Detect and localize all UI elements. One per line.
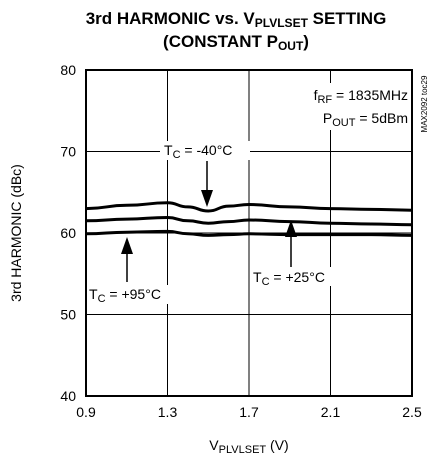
x-tick-label: 2.5 bbox=[402, 404, 422, 420]
y-tick-label: 70 bbox=[60, 144, 76, 160]
chart-title-line-2: (CONSTANT POUT) bbox=[163, 32, 309, 53]
series-label-plus-25: TC = +25°C bbox=[253, 269, 325, 288]
x-tick-label: 0.9 bbox=[76, 404, 96, 420]
arrowhead-plus-25 bbox=[285, 220, 297, 237]
x-tick-label: 2.1 bbox=[321, 404, 341, 420]
x-tick-label: 1.3 bbox=[158, 404, 178, 420]
x-tick-label: 1.7 bbox=[239, 404, 259, 420]
series-label-minus-40: TC = -40°C bbox=[164, 142, 232, 161]
series-line-plus-25 bbox=[85, 215, 413, 227]
label-25-backdrop bbox=[251, 267, 333, 286]
conditions-backdrop bbox=[302, 83, 410, 130]
label-95-backdrop bbox=[88, 285, 173, 304]
condition-frf: fRF = 1835MHz bbox=[314, 87, 408, 106]
arrowhead-plus-95 bbox=[121, 237, 133, 254]
series-label-plus-95: TC = +95°C bbox=[89, 286, 161, 305]
chart-title-line-1: 3rd HARMONIC vs. VPLVLSET SETTING bbox=[86, 9, 387, 30]
series-line-minus-40 bbox=[85, 201, 413, 213]
y-axis-label: 3rd HARMONIC (dBc) bbox=[8, 164, 24, 302]
y-tick-label: 60 bbox=[60, 225, 76, 241]
y-tick-label: 50 bbox=[60, 307, 76, 323]
y-tick-label: 40 bbox=[60, 388, 76, 404]
series-group bbox=[85, 201, 413, 237]
arrowhead-minus-40 bbox=[201, 190, 213, 207]
x-axis-label: VPLVLSET (V) bbox=[209, 437, 288, 456]
y-tick-label: 80 bbox=[60, 62, 76, 78]
figure-id: MAX2092 toc29 bbox=[420, 75, 429, 132]
condition-pout: POUT = 5dBm bbox=[323, 110, 408, 129]
label-40-backdrop bbox=[160, 141, 250, 160]
tick-labels: 0.9 1.3 1.7 2.1 2.5 40 50 60 70 80 bbox=[60, 62, 422, 420]
plot-frame bbox=[85, 69, 413, 397]
series-line-plus-95 bbox=[85, 229, 413, 237]
